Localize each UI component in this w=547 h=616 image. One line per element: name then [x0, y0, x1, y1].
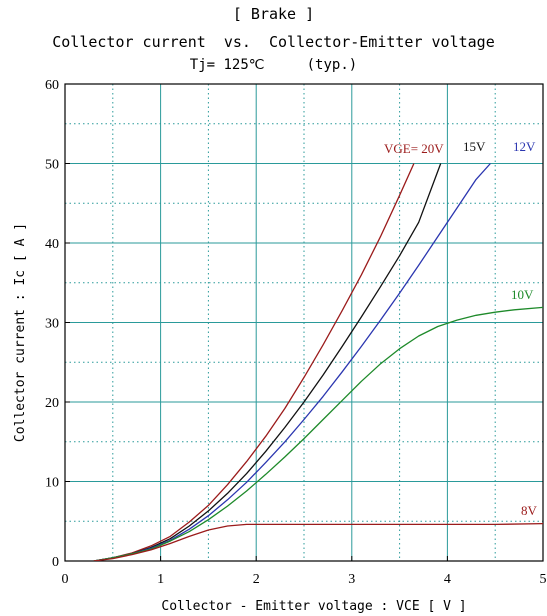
y-tick-label: 20 [45, 396, 59, 411]
series-label-2: 15V [463, 139, 486, 154]
y-tick-label: 0 [52, 555, 59, 570]
series-label-5: 8V [521, 503, 538, 518]
series-line-1 [93, 163, 415, 561]
y-tick-label: 40 [45, 237, 59, 252]
x-tick-label: 5 [540, 572, 547, 587]
y-tick-label: 30 [45, 317, 59, 332]
x-tick-label: 4 [444, 572, 451, 587]
series-line-5 [93, 522, 543, 561]
series-line-4 [93, 306, 543, 561]
series-line-2 [93, 163, 442, 561]
y-tick-label: 60 [45, 78, 59, 93]
y-tick-label: 50 [45, 158, 59, 173]
x-tick-label: 3 [348, 572, 355, 587]
chart-title: [ Brake ] [232, 5, 315, 23]
y-tick-label: 10 [45, 476, 59, 491]
series-label-4: 10V [511, 287, 534, 302]
y-axis-label: Collector current : Ic [ A ] [13, 223, 28, 442]
series-label-1: VGE= 20V [384, 141, 444, 156]
x-tick-label: 2 [253, 572, 260, 587]
series-line-3 [93, 163, 491, 561]
series-label-3: 12V [513, 139, 536, 154]
chart-condition: Tj= 125℃ (typ.) [189, 57, 358, 73]
x-tick-label: 1 [157, 572, 164, 587]
x-tick-label: 0 [62, 572, 69, 587]
chart-subtitle: Collector current vs. Collector-Emitter … [52, 33, 495, 51]
x-axis-label: Collector - Emitter voltage : VCE [ V ] [161, 599, 466, 614]
